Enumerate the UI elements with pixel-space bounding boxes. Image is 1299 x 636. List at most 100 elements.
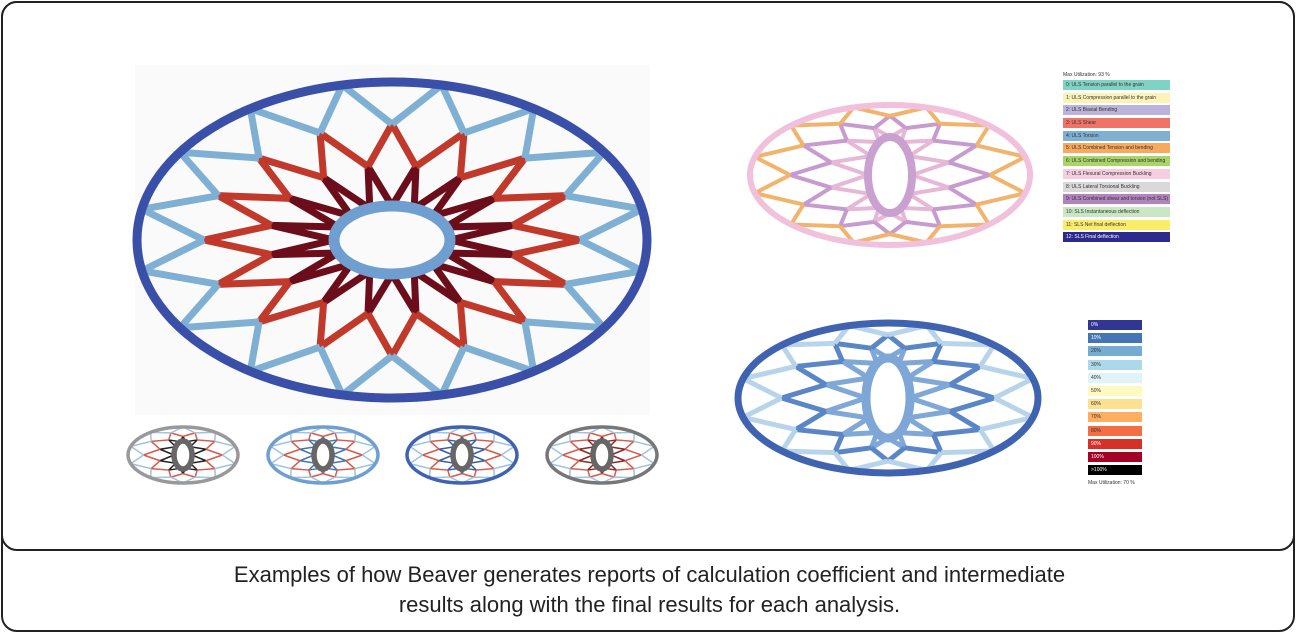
structural-member [345,460,356,470]
structural-member [841,359,871,381]
structural-member [361,454,376,465]
structural-member [948,409,982,432]
structural-member [834,445,872,456]
structural-member [779,428,798,453]
structural-member [510,251,568,288]
structural-member [974,203,991,226]
structural-member [388,311,420,358]
structural-member [948,160,991,177]
structural-member [168,432,172,441]
structural-member [484,454,502,462]
structural-member [409,440,431,448]
legend-item: 5: ULS Combined Tension and bending [1063,143,1170,154]
structural-member [565,192,643,213]
structural-member [365,164,395,208]
legend-item: 50% [1088,385,1142,396]
structural-member [345,440,356,450]
structural-member [246,108,263,159]
structural-member [214,462,236,470]
structural-member [904,445,942,456]
structural-member [432,260,496,285]
inner-ring [864,133,916,217]
structural-member [834,340,872,351]
structural-member [130,445,145,456]
structural-member [931,433,944,454]
structural-member [141,192,219,213]
legend-item: 8: ULS Lateral Torsional Buckling [1063,181,1170,192]
structural-member [322,472,336,478]
structural-member [907,138,935,158]
structural-member [909,395,951,414]
structural-member [976,143,1026,159]
structural-member [563,282,607,331]
structural-member [988,155,1027,177]
structural-member [170,472,184,478]
structural-member [290,440,301,450]
structural-member [832,342,845,363]
structural-member [549,440,571,448]
structural-member [905,359,935,381]
structural-member [216,251,274,288]
inner-ring [450,438,474,472]
structural-member [493,462,515,470]
structural-member [194,432,198,441]
structural-member [988,173,1027,195]
structural-member [939,222,990,229]
structural-member [320,262,354,305]
structural-member [601,472,615,478]
structural-member [409,445,424,456]
structural-member [825,382,867,401]
inner-ring [311,438,335,472]
legend-item: >100% [1088,465,1142,476]
structural-member [388,122,420,169]
structural-member [447,469,451,478]
structural-member [258,154,325,182]
structural-member [521,108,538,159]
structural-member [197,467,215,471]
structural-member [976,191,1026,207]
structural-member [337,467,355,471]
structural-member [888,114,907,130]
structural-member [473,432,477,441]
structural-member [256,155,293,201]
structural-member [888,220,907,236]
structural-member [389,164,419,208]
structural-member [334,432,338,441]
structural-member [789,203,806,226]
outer-ring [126,425,240,485]
structural-member [587,432,591,441]
legend-item: 0: ULS Tension parallel to the grain [1063,80,1170,90]
structural-member [130,454,145,465]
structural-member [931,123,942,142]
legend-title: Max Utilization: 93 % [1063,72,1110,78]
structural-member [177,149,221,198]
structural-member [287,249,341,285]
legend-item: 90% [1088,438,1142,449]
legend-item: 30% [1088,359,1142,370]
structural-member [141,267,219,288]
structural-member [900,138,934,145]
structural-member [361,445,376,456]
structural-member [143,448,161,456]
structural-member [493,440,515,448]
structural-member [511,236,581,259]
structural-member [459,298,526,326]
structural-member [908,185,950,196]
structural-member [345,448,363,456]
structural-member [803,138,848,148]
structural-member [462,343,535,375]
structural-member [578,206,644,244]
structural-member [389,272,419,316]
structural-member [354,440,376,448]
structural-member [270,462,292,470]
structural-member [911,160,950,177]
structural-member [562,454,580,462]
structural-member [931,208,942,227]
structural-member [140,206,206,244]
structural-member [389,82,444,127]
structural-member [838,123,849,142]
structural-member [565,267,643,288]
structural-member [283,454,301,462]
structural-member [562,448,580,456]
structural-member [830,173,869,190]
